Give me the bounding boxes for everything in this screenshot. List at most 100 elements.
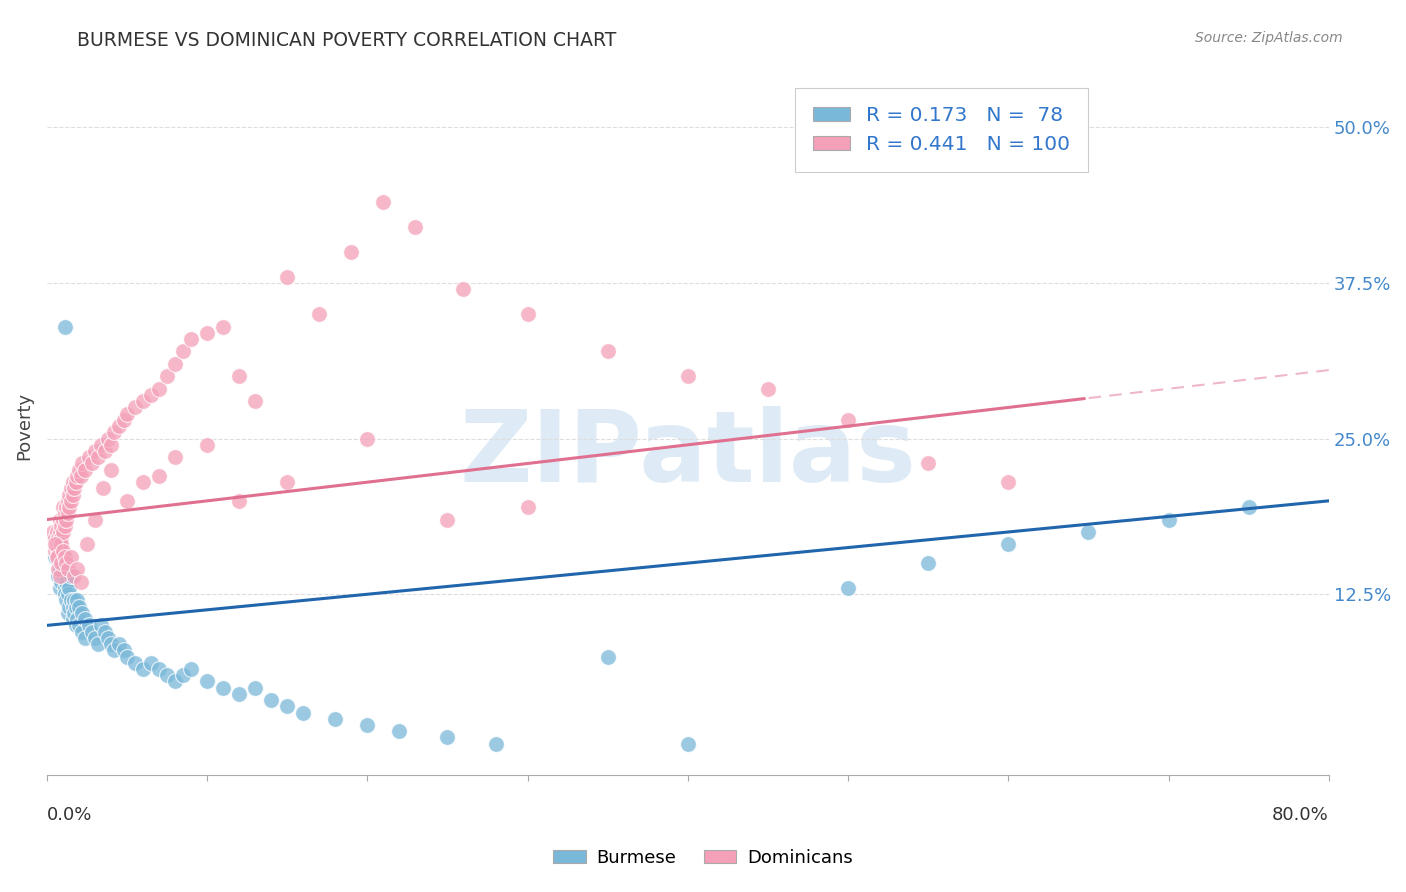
Point bbox=[93, 624, 115, 639]
Point bbox=[45, 524, 67, 539]
Point bbox=[44, 543, 66, 558]
Point bbox=[53, 319, 76, 334]
Point bbox=[139, 388, 162, 402]
Point bbox=[59, 549, 82, 564]
Point bbox=[63, 568, 86, 582]
Point bbox=[276, 269, 298, 284]
Point bbox=[132, 475, 155, 490]
Point bbox=[55, 574, 77, 589]
Point bbox=[756, 382, 779, 396]
Point bbox=[51, 537, 73, 551]
Point bbox=[148, 469, 170, 483]
Point bbox=[52, 568, 75, 582]
Point bbox=[42, 524, 65, 539]
Point bbox=[180, 662, 202, 676]
Point bbox=[55, 500, 77, 514]
Point bbox=[172, 344, 194, 359]
Point bbox=[52, 512, 75, 526]
Point bbox=[837, 413, 859, 427]
Point bbox=[46, 549, 69, 564]
Point bbox=[51, 537, 73, 551]
Point bbox=[70, 624, 93, 639]
Point bbox=[44, 531, 66, 545]
Point bbox=[44, 549, 66, 564]
Point bbox=[56, 562, 79, 576]
Point bbox=[45, 537, 67, 551]
Point bbox=[56, 606, 79, 620]
Point bbox=[596, 344, 619, 359]
Point bbox=[65, 618, 87, 632]
Point bbox=[59, 593, 82, 607]
Point bbox=[100, 438, 122, 452]
Point bbox=[51, 518, 73, 533]
Point bbox=[676, 737, 699, 751]
Point bbox=[67, 463, 90, 477]
Point bbox=[52, 549, 75, 564]
Point bbox=[212, 319, 235, 334]
Point bbox=[245, 681, 267, 695]
Point bbox=[91, 482, 114, 496]
Point bbox=[100, 637, 122, 651]
Point bbox=[228, 369, 250, 384]
Point bbox=[97, 631, 120, 645]
Point bbox=[52, 543, 75, 558]
Point bbox=[62, 599, 84, 614]
Point bbox=[51, 556, 73, 570]
Point bbox=[48, 512, 70, 526]
Point bbox=[66, 562, 89, 576]
Point bbox=[195, 326, 218, 340]
Point bbox=[51, 531, 73, 545]
Point bbox=[195, 674, 218, 689]
Point bbox=[212, 681, 235, 695]
Legend: R = 0.173   N =  78, R = 0.441   N = 100: R = 0.173 N = 78, R = 0.441 N = 100 bbox=[796, 87, 1088, 172]
Point bbox=[46, 562, 69, 576]
Point bbox=[58, 488, 80, 502]
Point bbox=[75, 612, 97, 626]
Point bbox=[484, 737, 506, 751]
Point bbox=[165, 674, 187, 689]
Text: 80.0%: 80.0% bbox=[1272, 806, 1329, 824]
Point bbox=[46, 543, 69, 558]
Text: BURMESE VS DOMINICAN POVERTY CORRELATION CHART: BURMESE VS DOMINICAN POVERTY CORRELATION… bbox=[77, 31, 617, 50]
Point bbox=[65, 599, 87, 614]
Point bbox=[356, 718, 378, 732]
Point bbox=[388, 724, 411, 739]
Point bbox=[108, 637, 131, 651]
Point bbox=[84, 444, 107, 458]
Point bbox=[103, 643, 125, 657]
Point bbox=[53, 549, 76, 564]
Point bbox=[112, 413, 135, 427]
Point bbox=[52, 556, 75, 570]
Text: Source: ZipAtlas.com: Source: ZipAtlas.com bbox=[1195, 31, 1343, 45]
Point bbox=[45, 543, 67, 558]
Point bbox=[124, 401, 146, 415]
Point bbox=[356, 432, 378, 446]
Point bbox=[172, 668, 194, 682]
Point bbox=[63, 606, 86, 620]
Point bbox=[115, 407, 138, 421]
Point bbox=[148, 382, 170, 396]
Point bbox=[260, 693, 283, 707]
Point bbox=[77, 450, 100, 465]
Point bbox=[70, 457, 93, 471]
Point bbox=[58, 500, 80, 514]
Text: ZIPatlas: ZIPatlas bbox=[460, 406, 917, 502]
Point bbox=[52, 524, 75, 539]
Point bbox=[195, 438, 218, 452]
Point bbox=[48, 568, 70, 582]
Point bbox=[676, 369, 699, 384]
Point bbox=[45, 549, 67, 564]
Text: 0.0%: 0.0% bbox=[46, 806, 93, 824]
Point bbox=[59, 568, 82, 582]
Point bbox=[46, 568, 69, 582]
Point bbox=[1237, 500, 1260, 514]
Point bbox=[56, 506, 79, 520]
Point bbox=[124, 656, 146, 670]
Legend: Burmese, Dominicans: Burmese, Dominicans bbox=[546, 842, 860, 874]
Point bbox=[340, 244, 363, 259]
Point bbox=[70, 606, 93, 620]
Point bbox=[58, 599, 80, 614]
Point bbox=[97, 432, 120, 446]
Point bbox=[292, 706, 315, 720]
Point bbox=[276, 699, 298, 714]
